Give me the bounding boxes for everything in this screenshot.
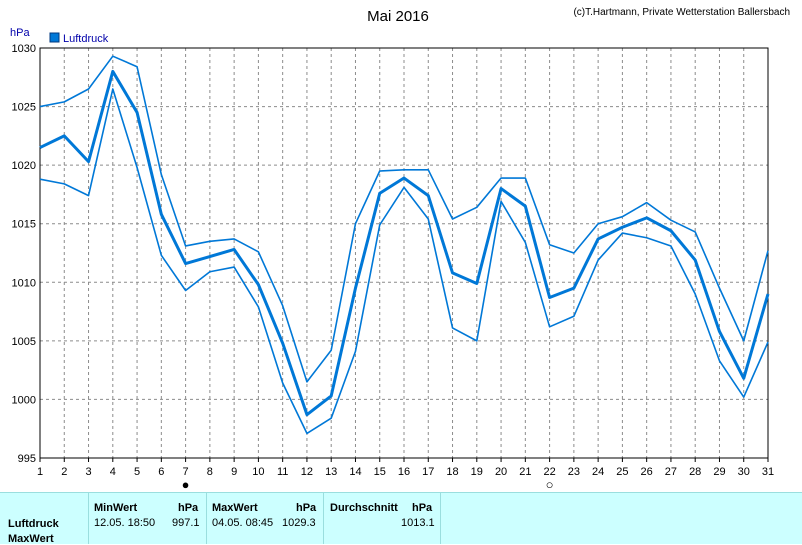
x-tick-label: 6 [158,466,164,478]
series-line-min [39,88,769,435]
statistics-panel: Luftdruck MaxWert MinWert hPa 12.05. 18:… [0,492,802,545]
x-tick-label: 23 [568,466,580,478]
column-divider [440,493,441,544]
avg-value: 1013.1 [401,517,435,529]
stats-row2-label: MaxWert [8,533,54,545]
x-tick-label: 24 [592,466,604,478]
x-tick-label: 16 [398,466,410,478]
avg-unit: hPa [412,502,433,514]
x-tick-label: 31 [762,466,774,478]
x-tick-label: 28 [689,466,701,478]
x-tick-label: 25 [616,466,628,478]
x-tick-label: 15 [374,466,386,478]
max-time: 04.05. 08:45 [212,517,274,529]
pressure-chart: Mai 2016 (c)T.Hartmann, Private Wetterst… [10,7,790,492]
x-tick-label: 19 [471,466,483,478]
x-tick-label: 18 [446,466,458,478]
y-tick-label: 1025 [12,102,36,114]
series-line-mean [39,69,770,417]
moon-phase-marker: ● [182,477,190,492]
max-header: MaxWert [212,502,258,514]
series-line-max [39,55,769,383]
min-value: 997.1 [172,517,200,529]
x-tick-label: 14 [349,466,361,478]
y-tick-label: 1005 [12,336,36,348]
x-tick-label: 7 [183,466,189,478]
y-tick-label: 995 [18,453,36,465]
legend-swatch [49,32,60,43]
x-tick-label: 13 [325,466,337,478]
y-axis-unit: hPa [10,27,30,39]
y-tick-label: 1000 [12,394,36,406]
x-tick-label: 26 [641,466,653,478]
chart-title: Mai 2016 [367,8,429,25]
x-tick-label: 1 [37,466,43,478]
min-unit: hPa [178,502,199,514]
x-tick-label: 8 [207,466,213,478]
y-tick-label: 1015 [12,219,36,231]
x-tick-label: 20 [495,466,507,478]
x-tick-label: 22 [543,466,555,478]
x-tick-label: 10 [252,466,264,478]
max-unit: hPa [296,502,317,514]
legend-label: Luftdruck [63,33,109,45]
x-tick-label: 17 [422,466,434,478]
min-time: 12.05. 18:50 [94,517,156,529]
column-divider [206,493,207,544]
x-tick-label: 4 [110,466,116,478]
x-tick-label: 27 [665,466,677,478]
x-tick-label: 11 [277,466,288,478]
x-tick-label: 30 [738,466,750,478]
y-tick-label: 1010 [12,277,36,289]
x-tick-label: 9 [231,466,237,478]
moon-phase-marker: ○ [546,477,554,492]
avg-header: Durchschnitt [330,502,398,514]
stats-row-label: Luftdruck [8,518,59,530]
x-tick-label: 2 [61,466,67,478]
column-divider [323,493,324,544]
x-tick-label: 29 [713,466,725,478]
chart-credit: (c)T.Hartmann, Private Wetterstation Bal… [573,7,790,18]
column-divider [88,493,89,544]
x-tick-label: 12 [301,466,313,478]
y-tick-label: 1020 [12,160,36,172]
legend: Luftdruck [49,32,109,45]
max-value: 1029.3 [282,517,316,529]
x-tick-label: 3 [85,466,91,478]
x-tick-label: 5 [134,466,140,478]
x-tick-label: 21 [519,466,531,478]
min-header: MinWert [94,502,138,514]
y-tick-label: 1030 [12,43,36,55]
